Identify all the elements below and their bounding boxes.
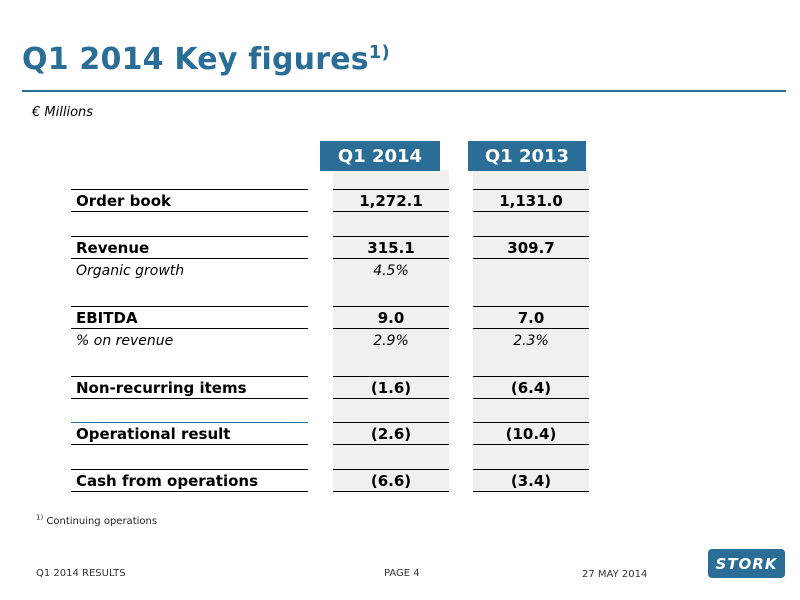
- value-q1-2013: [473, 259, 589, 282]
- row-label: Operational result: [71, 422, 308, 445]
- row-label: Order book: [71, 189, 308, 212]
- table-row-percent-on-revenue: % on revenue 2.9% 2.3%: [0, 329, 800, 352]
- table-row-organic-growth: Organic growth 4.5%: [0, 259, 800, 282]
- table-row-operational-result: Operational result (2.6) (10.4): [0, 422, 800, 445]
- table-row-ebitda: EBITDA 9.0 7.0: [0, 306, 800, 329]
- value-q1-2014: 4.5%: [373, 262, 409, 279]
- units-label: € Millions: [32, 105, 94, 120]
- value-q1-2014: 2.9%: [373, 332, 409, 349]
- value-q1-2013: (3.4): [473, 469, 589, 492]
- table-row-non-recurring-items: Non-recurring items (1.6) (6.4): [0, 376, 800, 399]
- value-q1-2013: (6.4): [473, 376, 589, 399]
- value-q1-2014: 9.0: [333, 306, 449, 329]
- value-q1-2013: 1,131.0: [473, 189, 589, 212]
- footnote-text: Continuing operations: [46, 516, 158, 527]
- column-shade-q1-2013: [473, 170, 589, 492]
- footer-date: 27 MAY 2014: [582, 569, 648, 580]
- title-footnote-marker: 1): [368, 42, 390, 63]
- row-label: EBITDA: [71, 306, 308, 329]
- title-divider: [22, 90, 786, 92]
- table-row-revenue: Revenue 315.1 309.7: [0, 236, 800, 259]
- stork-logo: STORK: [708, 549, 785, 578]
- table-row-cash-from-operations: Cash from operations (6.6) (3.4): [0, 469, 800, 492]
- column-header-q1-2014: Q1 2014: [320, 141, 440, 171]
- footnote-marker: 1): [36, 513, 44, 522]
- footer-presentation-name: Q1 2014 RESULTS: [36, 568, 126, 579]
- row-label: Cash from operations: [71, 469, 308, 492]
- footer-page-number: PAGE 4: [384, 568, 420, 579]
- column-shade-q1-2014: [333, 170, 449, 492]
- row-label: Non-recurring items: [71, 376, 308, 399]
- value-q1-2014: (6.6): [333, 469, 449, 492]
- value-q1-2013: 7.0: [473, 306, 589, 329]
- value-q1-2013: (10.4): [473, 422, 589, 445]
- value-q1-2014: (1.6): [333, 376, 449, 399]
- value-q1-2013: 309.7: [473, 236, 589, 259]
- row-label: % on revenue: [76, 332, 174, 349]
- value-q1-2013: 2.3%: [513, 332, 549, 349]
- row-label: Organic growth: [76, 262, 185, 279]
- footnote: 1) Continuing operations: [36, 513, 158, 527]
- slide-title-text: Q1 2014 Key figures: [22, 42, 369, 77]
- column-header-q1-2013: Q1 2013: [468, 141, 586, 171]
- value-q1-2014: (2.6): [333, 422, 449, 445]
- value-q1-2014: 1,272.1: [333, 189, 449, 212]
- slide-title: Q1 2014 Key figures1): [22, 42, 390, 77]
- table-row-order-book: Order book 1,272.1 1,131.0: [0, 189, 800, 212]
- row-label: Revenue: [71, 236, 308, 259]
- stork-logo-text: STORK: [715, 554, 778, 573]
- value-q1-2014: 315.1: [333, 236, 449, 259]
